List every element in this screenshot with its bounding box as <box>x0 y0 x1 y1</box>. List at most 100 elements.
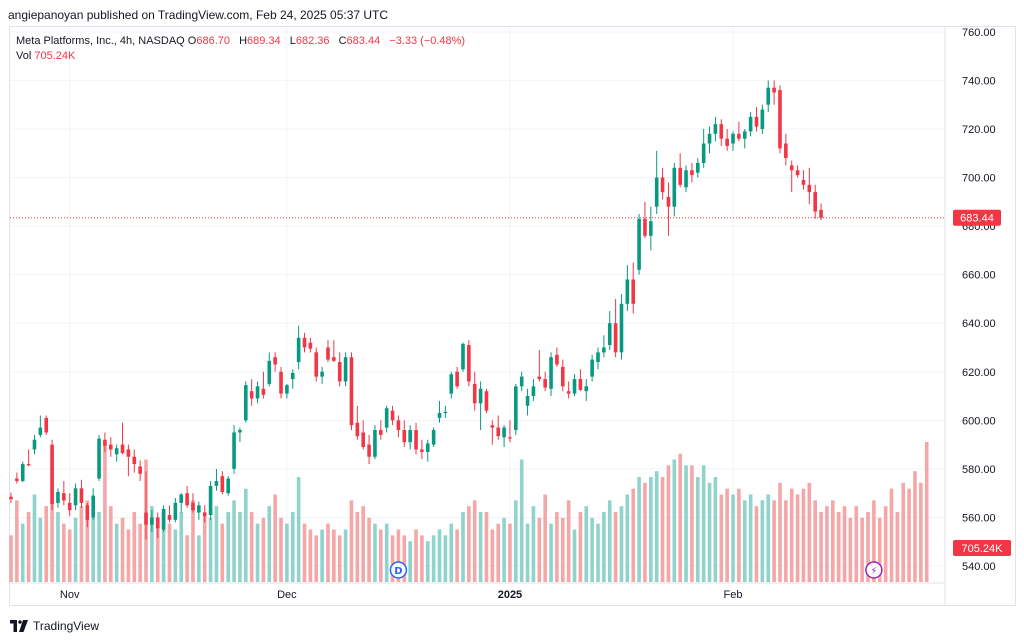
volume-bar[interactable] <box>514 500 518 582</box>
candle[interactable] <box>91 495 95 518</box>
candle[interactable] <box>719 124 724 139</box>
volume-bar[interactable] <box>425 541 430 582</box>
candle[interactable] <box>161 508 166 530</box>
volume-bar[interactable] <box>737 488 741 582</box>
volume-bar[interactable] <box>836 512 841 582</box>
candle[interactable] <box>273 357 277 365</box>
volume-bar[interactable] <box>707 482 712 582</box>
candle[interactable] <box>555 354 559 365</box>
volume-bar[interactable] <box>754 506 759 582</box>
volume-bar[interactable] <box>232 500 236 582</box>
volume-bar[interactable] <box>9 535 13 582</box>
volume-bar[interactable] <box>379 529 383 583</box>
candle[interactable] <box>713 124 718 134</box>
volume-bar[interactable] <box>114 523 119 582</box>
volume-bar[interactable] <box>402 535 407 582</box>
candle[interactable] <box>490 425 495 428</box>
volume-bar[interactable] <box>748 494 753 583</box>
volume-bar[interactable] <box>813 500 817 582</box>
candle[interactable] <box>302 337 307 348</box>
candle[interactable] <box>725 138 729 146</box>
candle[interactable] <box>320 371 324 377</box>
volume-bar[interactable] <box>220 523 225 582</box>
volume-bar[interactable] <box>355 512 360 582</box>
volume-bar[interactable] <box>261 517 266 582</box>
volume-bar[interactable] <box>302 523 307 582</box>
volume-bar[interactable] <box>308 529 313 583</box>
candle[interactable] <box>560 366 565 387</box>
volume-bar[interactable] <box>343 529 348 583</box>
volume-bar[interactable] <box>819 512 823 582</box>
candle[interactable] <box>766 87 771 105</box>
volume-bar[interactable] <box>854 506 859 582</box>
candle[interactable] <box>420 449 424 452</box>
volume-bar[interactable] <box>467 506 471 582</box>
candle[interactable] <box>484 391 489 411</box>
volume-bar[interactable] <box>643 482 647 582</box>
volume-bar[interactable] <box>73 517 78 582</box>
volume-bar[interactable] <box>202 512 207 582</box>
volume-bar[interactable] <box>713 477 718 582</box>
candle[interactable] <box>525 396 530 406</box>
volume-bar[interactable] <box>208 517 213 582</box>
candle[interactable] <box>26 464 31 466</box>
volume-bar[interactable] <box>825 506 829 582</box>
candle[interactable] <box>120 444 125 454</box>
candle[interactable] <box>214 481 219 486</box>
volume-bar[interactable] <box>566 500 571 582</box>
volume-bar[interactable] <box>678 453 682 582</box>
candle[interactable] <box>367 444 371 457</box>
candle[interactable] <box>472 383 477 404</box>
volume-bar[interactable] <box>789 488 794 582</box>
candle[interactable] <box>314 352 319 377</box>
candle[interactable] <box>167 515 172 520</box>
candle[interactable] <box>666 196 671 207</box>
candle[interactable] <box>543 379 547 388</box>
candle[interactable] <box>73 488 78 506</box>
volume-bar[interactable] <box>619 506 624 582</box>
candle[interactable] <box>97 438 101 479</box>
candle[interactable] <box>355 422 360 437</box>
volume-bar[interactable] <box>443 535 448 582</box>
candle[interactable] <box>531 386 536 397</box>
volume-bar[interactable] <box>860 517 864 582</box>
volume-bar[interactable] <box>508 523 512 582</box>
volume-bar[interactable] <box>337 535 342 582</box>
volume-bar[interactable] <box>502 517 506 582</box>
candle[interactable] <box>819 209 823 218</box>
candle[interactable] <box>449 374 454 394</box>
candle[interactable] <box>390 410 395 421</box>
candle[interactable] <box>408 430 412 443</box>
volume-bar[interactable] <box>519 459 524 583</box>
candle[interactable] <box>643 218 647 236</box>
candle[interactable] <box>244 385 248 421</box>
candle[interactable] <box>85 505 90 520</box>
volume-bar[interactable] <box>537 517 542 582</box>
volume-bar[interactable] <box>549 523 553 582</box>
candle[interactable] <box>795 170 800 176</box>
candle[interactable] <box>467 345 471 382</box>
candle[interactable] <box>654 177 659 207</box>
volume-bar[interactable] <box>332 529 336 583</box>
volume-bar[interactable] <box>161 512 166 582</box>
candle[interactable] <box>150 517 154 525</box>
volume-bar[interactable] <box>173 529 178 583</box>
volume-bar[interactable] <box>179 512 184 582</box>
volume-bar[interactable] <box>866 512 870 582</box>
candle[interactable] <box>461 343 465 370</box>
candle[interactable] <box>67 502 72 511</box>
volume-bar[interactable] <box>126 529 131 583</box>
volume-bar[interactable] <box>255 523 260 582</box>
volume-bar[interactable] <box>197 535 201 582</box>
candle[interactable] <box>572 379 577 394</box>
candle[interactable] <box>502 427 506 438</box>
volume-bar[interactable] <box>607 500 612 582</box>
candle[interactable] <box>32 439 37 450</box>
candle[interactable] <box>778 90 782 149</box>
candle[interactable] <box>537 376 542 380</box>
volume-bar[interactable] <box>50 453 54 582</box>
candle[interactable] <box>62 493 66 501</box>
candle[interactable] <box>20 464 25 482</box>
volume-bar[interactable] <box>772 500 776 582</box>
candle[interactable] <box>748 116 753 132</box>
